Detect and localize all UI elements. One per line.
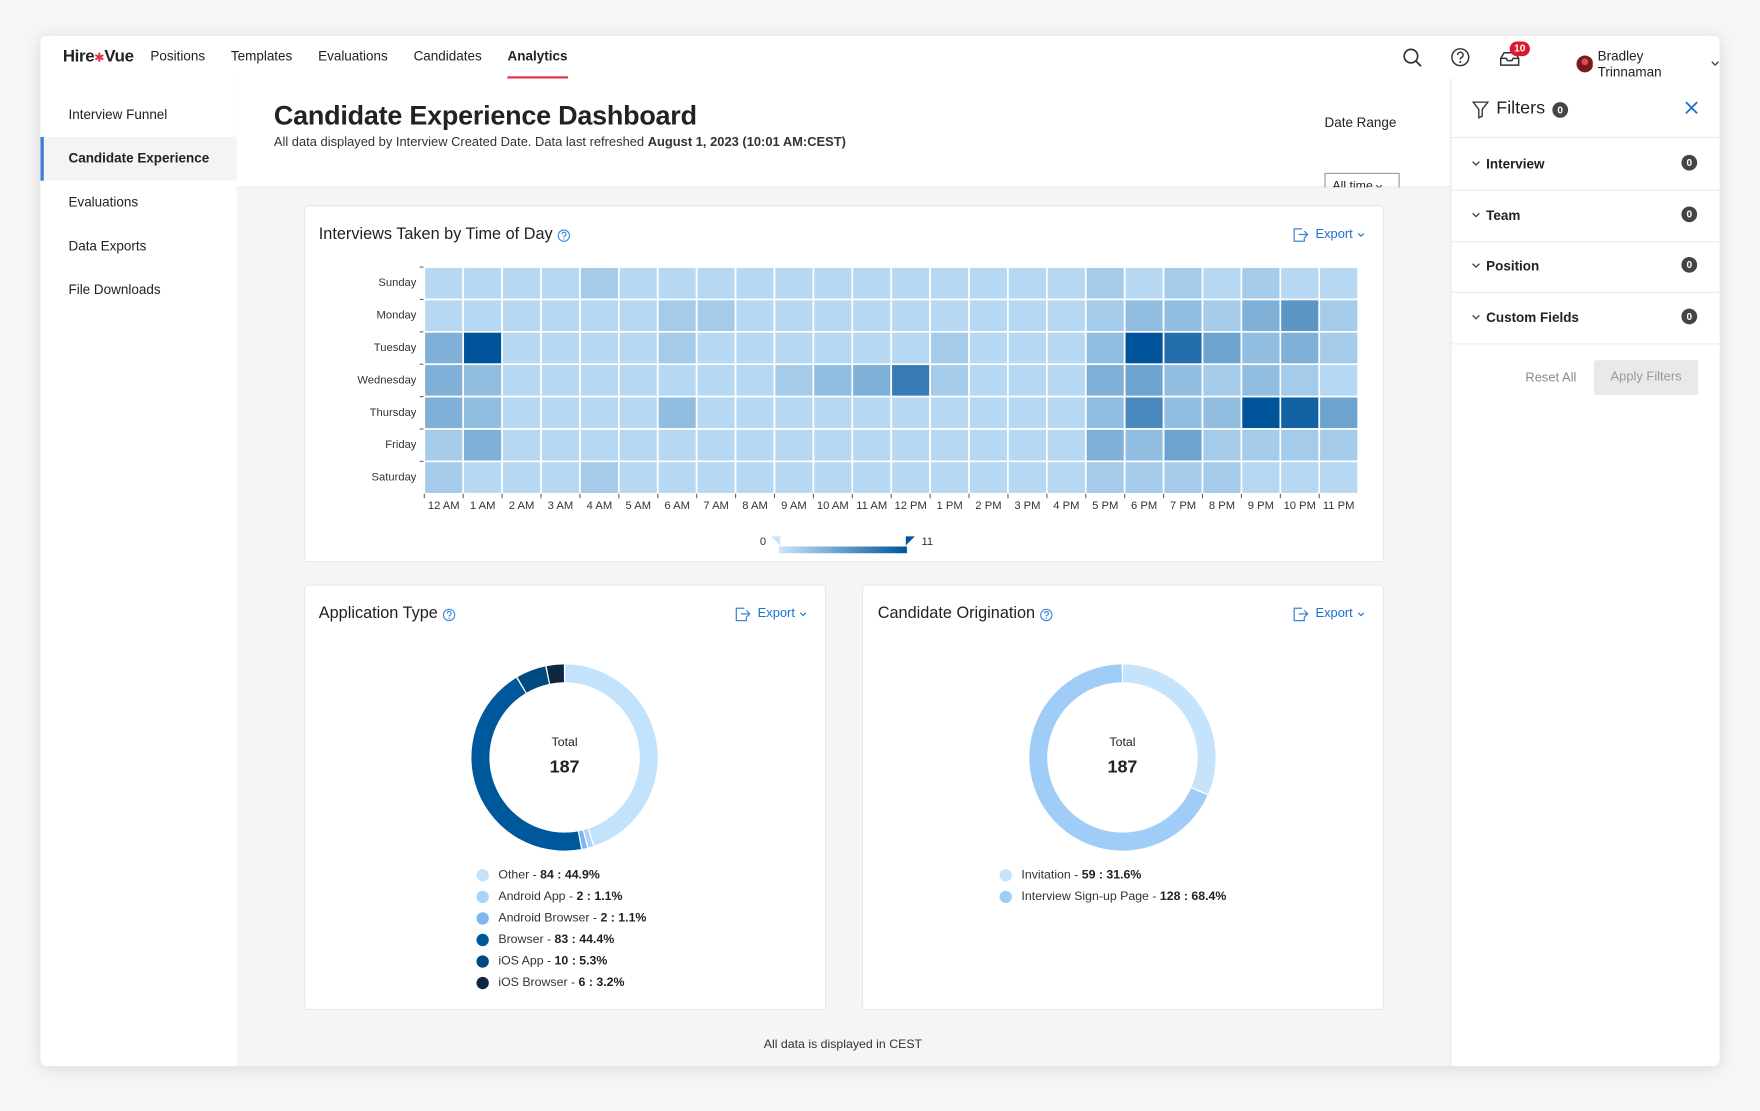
filter-count: 0 <box>1681 154 1698 171</box>
user-menu[interactable]: Bradley Trinnaman <box>1576 48 1720 80</box>
main-content <box>236 187 1451 1067</box>
filter-count: 0 <box>1681 206 1698 222</box>
logo-star <box>94 52 104 62</box>
page-subtitle: All data displayed by Interview Created … <box>274 136 846 149</box>
nav-item[interactable]: Positions <box>150 48 206 64</box>
nav-icons <box>1403 48 1520 67</box>
filter-name: Position <box>1486 258 1540 275</box>
help-icon[interactable] <box>1451 48 1470 67</box>
chevron-path <box>1472 314 1480 320</box>
filter-count: 0 <box>1681 308 1698 325</box>
filter-icon <box>1471 101 1490 119</box>
reset-button[interactable]: Reset All <box>1525 371 1577 385</box>
user-name: Bradley Trinnaman <box>1597 48 1662 80</box>
sidebar-item[interactable]: Interview Funnel <box>68 106 168 123</box>
filters-count: 0 <box>1552 102 1569 118</box>
sidebar-item[interactable]: Candidate Experience <box>40 136 237 181</box>
filter-name: Custom Fields <box>1486 309 1579 326</box>
filter-row[interactable]: Custom Fields 0 <box>1451 292 1720 345</box>
inbox-icon[interactable] <box>1499 52 1520 66</box>
chevron <box>1472 161 1480 166</box>
page-title: Candidate Experience Dashboard <box>273 100 697 132</box>
chevron <box>1472 212 1480 218</box>
filter-count: 0 <box>1681 257 1698 274</box>
logo-text: Vue <box>104 47 134 67</box>
filters-title: Filters <box>1496 98 1546 118</box>
filter-row[interactable]: Position 0 <box>1451 241 1720 294</box>
sidebar-items: Interview Funnel Candidate Experience Eval… <box>40 93 237 312</box>
filter-row[interactable]: Interview 0 <box>1451 138 1720 191</box>
nav-item[interactable]: Analytics <box>507 36 568 79</box>
filter-name: Interview <box>1486 155 1545 172</box>
window: Hire Vue Positions Templates Evaluations Ca… <box>40 35 1720 1067</box>
chevron-path <box>1472 161 1480 166</box>
heatmap-card <box>304 205 1384 563</box>
date-range-label: Date Range <box>1324 114 1397 131</box>
filters-panel: Filters 0 Interview 0 Team 0 Position 0 Custom… <box>1450 78 1720 1067</box>
sidebar-item[interactable]: Data Exports <box>68 237 147 254</box>
filter-row[interactable]: Team 0 <box>1451 189 1720 243</box>
nav-item[interactable]: Templates <box>230 48 293 64</box>
chevron-path <box>1472 212 1480 218</box>
application-type-card <box>304 584 827 1010</box>
avatar <box>1576 55 1594 73</box>
sidebar-item[interactable]: Evaluations <box>68 194 139 210</box>
close-button[interactable] <box>1685 101 1698 114</box>
logo[interactable]: Hire Vue <box>63 47 134 66</box>
divider <box>1451 136 1720 139</box>
nav-item[interactable]: Evaluations <box>318 48 388 64</box>
logo-text: Hire <box>62 47 95 67</box>
origination-card <box>862 584 1384 1010</box>
chevron-path <box>1472 263 1480 269</box>
top-nav: Hire Vue Positions Templates Evaluations Ca… <box>40 35 1720 80</box>
chevron <box>1472 314 1480 320</box>
search-icon[interactable] <box>1403 48 1422 67</box>
dashboard-header: Candidate Experience Dashboard All data … <box>236 78 1451 201</box>
nav-items: Positions Templates Evaluations Candidates A… <box>150 36 568 79</box>
notification-badge: 10 <box>1509 41 1530 57</box>
chevron <box>1472 263 1480 269</box>
chevron <box>1711 61 1720 67</box>
nav-item[interactable]: Candidates <box>413 48 482 64</box>
sidebar-item[interactable]: File Downloads <box>68 281 161 298</box>
filter-name: Team <box>1486 207 1521 223</box>
refresh-date: August 1, 2023 (10:01 AM:CEST) <box>647 135 846 150</box>
apply-button[interactable]: Apply Filters <box>1593 360 1699 396</box>
sidebar: Interview Funnel Candidate Experience Eval… <box>40 78 238 1067</box>
subtitle-text: All data displayed by Interview Created … <box>273 135 648 150</box>
